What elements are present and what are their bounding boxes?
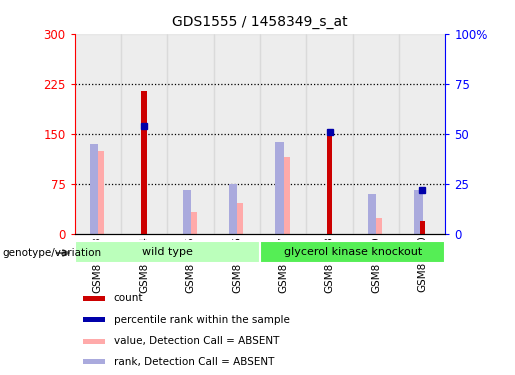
Bar bbox=[277, 158, 290, 234]
Bar bbox=[353, 34, 399, 234]
Bar bbox=[83, 296, 105, 301]
Bar bbox=[306, 34, 353, 234]
Bar bbox=[83, 317, 105, 322]
Bar bbox=[75, 34, 121, 234]
Bar bbox=[260, 241, 445, 263]
Text: wild type: wild type bbox=[142, 247, 193, 257]
Text: rank, Detection Call = ABSENT: rank, Detection Call = ABSENT bbox=[114, 357, 274, 367]
Text: glycerol kinase knockout: glycerol kinase knockout bbox=[284, 247, 422, 257]
Bar bbox=[184, 212, 197, 234]
Bar bbox=[90, 144, 98, 234]
Title: GDS1555 / 1458349_s_at: GDS1555 / 1458349_s_at bbox=[172, 15, 348, 28]
Bar bbox=[142, 91, 147, 234]
Bar bbox=[415, 190, 423, 234]
Bar bbox=[369, 217, 383, 234]
Text: genotype/variation: genotype/variation bbox=[3, 248, 101, 258]
Text: percentile rank within the sample: percentile rank within the sample bbox=[114, 315, 289, 325]
Bar bbox=[83, 359, 105, 364]
Bar bbox=[229, 184, 237, 234]
Bar bbox=[368, 194, 376, 234]
Bar bbox=[121, 34, 167, 234]
Bar bbox=[327, 129, 332, 234]
Bar bbox=[83, 339, 105, 344]
Bar bbox=[91, 151, 105, 234]
Bar bbox=[230, 203, 244, 234]
Bar bbox=[276, 142, 284, 234]
Bar bbox=[260, 34, 306, 234]
Text: count: count bbox=[114, 293, 143, 303]
Bar bbox=[214, 34, 260, 234]
Text: value, Detection Call = ABSENT: value, Detection Call = ABSENT bbox=[114, 336, 279, 346]
Bar bbox=[75, 241, 260, 263]
Bar bbox=[420, 221, 425, 234]
Bar bbox=[399, 34, 445, 234]
Bar bbox=[167, 34, 214, 234]
Bar bbox=[183, 190, 191, 234]
